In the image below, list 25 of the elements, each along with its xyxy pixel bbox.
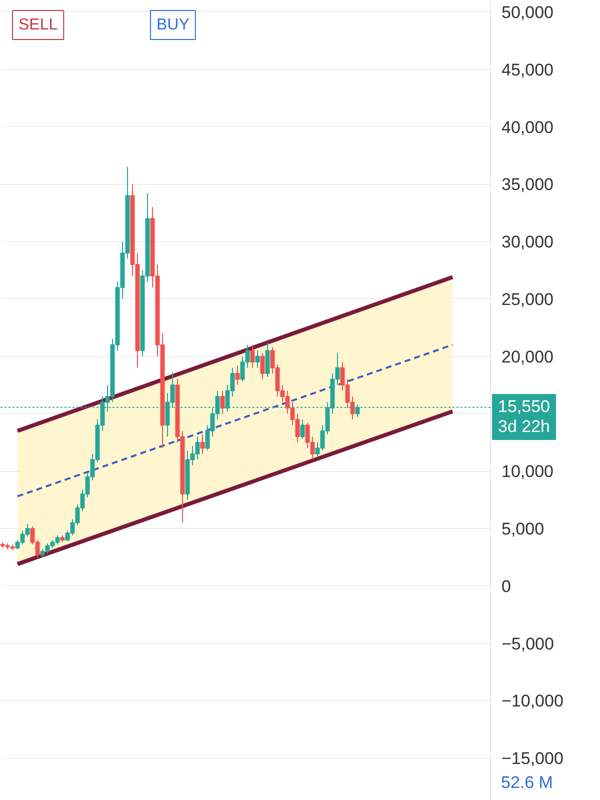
y-tick-label: 30,000: [502, 232, 554, 252]
y-tick-label: 25,000: [502, 290, 554, 309]
candlestick: [235, 364, 240, 386]
y-tick-label: −10,000: [502, 692, 564, 711]
candlestick: [255, 350, 260, 368]
y-tick-label: 40,000: [502, 118, 554, 137]
y-tick-label: 20,000: [502, 347, 554, 366]
y-tick-label: 45,000: [502, 60, 554, 80]
ref-line-label: 15,550 3d 22h: [492, 394, 556, 440]
annotation: BUY: [156, 16, 190, 34]
text: 52.6 M: [495, 771, 559, 795]
y-tick-label: 10,000: [502, 462, 554, 482]
annotation: SELL: [18, 16, 58, 34]
y-tick-label: 5,000: [502, 519, 544, 538]
candlestick: [250, 344, 255, 368]
y-tick-label: −15,000: [502, 749, 564, 768]
y-tick-label: −5,000: [502, 634, 554, 654]
candlestick: [260, 352, 265, 380]
candlestick: [220, 390, 225, 414]
candlestick: [265, 342, 270, 378]
candlestick: [200, 434, 205, 454]
candlestick: [300, 418, 305, 440]
y-tick-label: 35,000: [502, 175, 554, 194]
y-tick-label: 0: [502, 576, 511, 596]
y-tick-label: 50,000: [502, 2, 554, 22]
